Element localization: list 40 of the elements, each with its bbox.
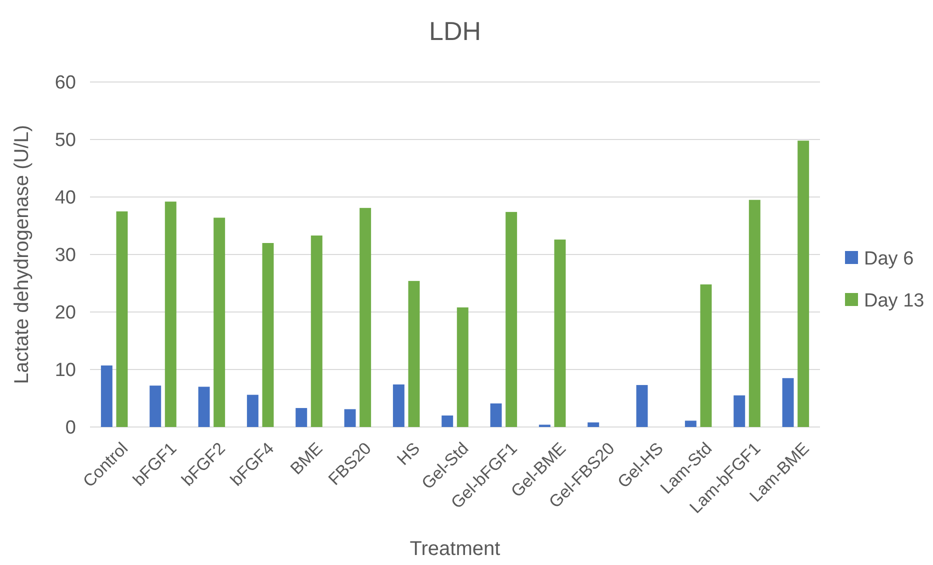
bar [310,236,322,427]
bar [392,384,404,427]
bar [782,378,794,427]
chart-title: LDH [428,16,482,46]
y-tick-label: 10 [54,360,76,382]
bar [588,422,600,427]
y-tick-label: 40 [54,188,76,209]
bar [636,385,648,427]
bar [442,416,454,427]
bar [164,202,176,427]
bar [490,403,502,427]
bar [214,218,226,427]
bar [456,307,468,427]
legend-label: Day 13 [864,290,924,312]
bar [116,211,128,427]
y-tick-label: 20 [54,302,76,324]
bar [798,140,810,427]
bar [296,408,308,427]
legend-label: Day 6 [864,248,914,270]
bar [198,386,210,427]
y-tick-label: 0 [65,418,76,439]
x-axis-title: Treatment [410,538,501,560]
bar [100,365,112,427]
y-axis-title: Lactate dehydrogenase (U/L) [11,124,33,384]
bar [554,240,566,427]
bar [246,394,258,427]
bar [700,284,712,427]
y-tick-label: 30 [54,245,76,266]
bar [506,212,518,427]
x-tick-label: HS [393,438,424,469]
y-tick-label: 50 [54,130,76,152]
bar [748,200,760,427]
bar [408,280,420,427]
bar [684,420,696,427]
y-tick-label: 60 [54,72,76,94]
bar [150,386,162,427]
bar [360,208,372,427]
bar [344,409,356,427]
bar [262,243,274,427]
bar [734,395,746,427]
